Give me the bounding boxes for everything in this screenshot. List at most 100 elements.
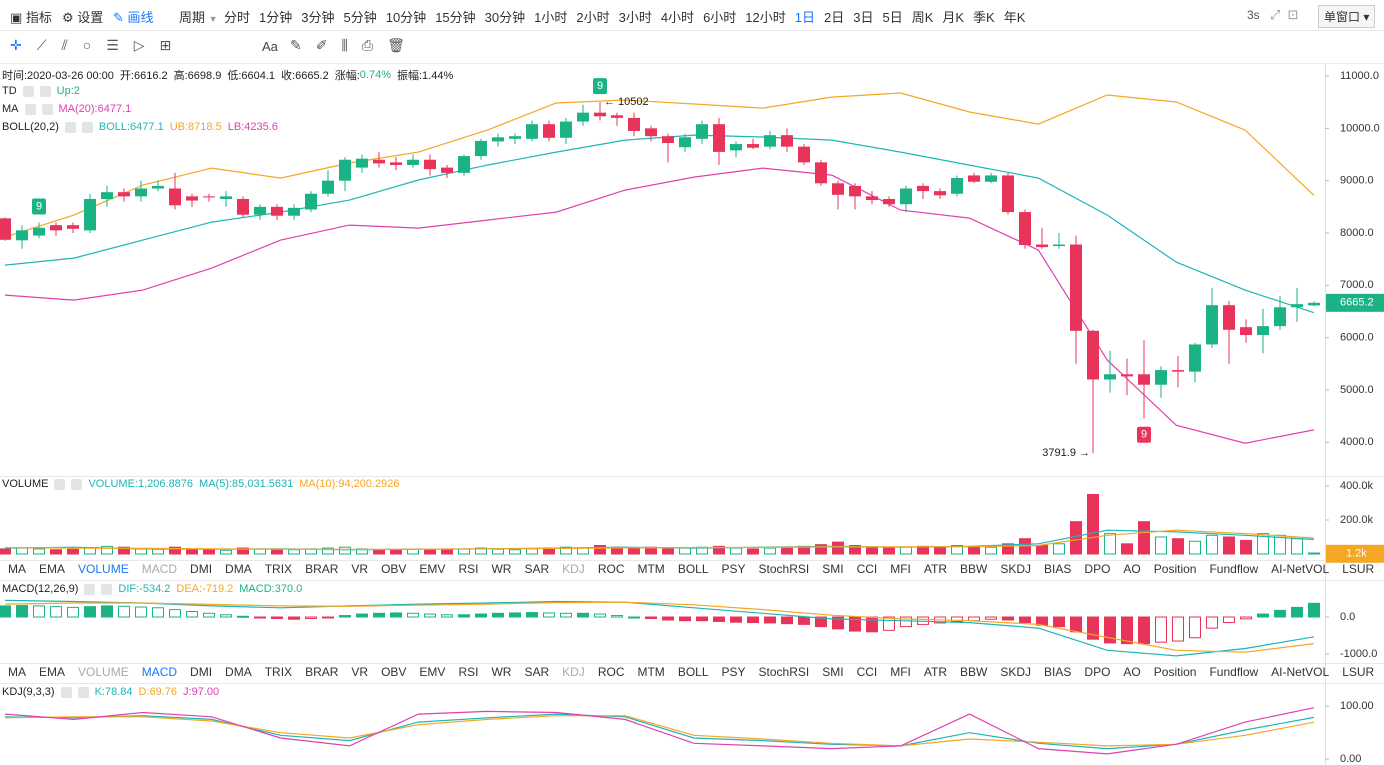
indicator-tab[interactable]: VOLUME [78,665,129,679]
indicator-tab[interactable]: DMA [225,562,252,576]
period[interactable]: 周K [911,10,934,25]
indicator-tab[interactable]: VR [351,665,369,679]
period[interactable]: 5分钟 [343,10,377,25]
indicator-tab[interactable]: KDJ [562,562,585,576]
indicator-tab[interactable]: LSUR [1342,665,1375,679]
period[interactable]: 1日 [794,10,815,25]
icon[interactable] [81,121,93,133]
indicator-tab[interactable]: TRIX [264,562,293,576]
indicator-tab[interactable]: BRAR [305,562,339,576]
period[interactable]: 5日 [882,10,903,25]
indicator-tab[interactable]: AO [1123,665,1141,679]
period[interactable]: 10分钟 [385,10,427,25]
period[interactable]: 2日 [824,10,845,25]
indicator-tab[interactable]: CCI [856,562,878,576]
icon[interactable] [101,583,113,595]
indicator-tab[interactable]: DMI [190,562,213,576]
indicator-tab[interactable]: SKDJ [1000,665,1032,679]
indicator-tab[interactable]: EMA [39,562,66,576]
indicator-tab[interactable]: StochRSI [758,665,810,679]
indicator-tab[interactable]: SAR [524,665,550,679]
icon[interactable] [60,686,72,698]
indicator-tab[interactable]: SKDJ [1000,562,1032,576]
indicator-tab[interactable]: ATR [923,665,948,679]
indicator-tab[interactable]: MACD [141,562,178,576]
indicator-tab[interactable]: SAR [524,562,550,576]
indicator-tab[interactable]: VR [351,562,369,576]
indicator-tab[interactable]: ROC [597,665,625,679]
period[interactable]: 3分钟 [301,10,335,25]
indicator-tab[interactable]: AI-NetVOL [1271,562,1330,576]
indicator-tab[interactable]: BBW [960,665,988,679]
indicator-tab[interactable]: BOLL [677,562,709,576]
indicator-tab[interactable]: PSY [721,562,746,576]
indicator-tab[interactable]: SMI [822,665,844,679]
period[interactable]: 季K [973,10,995,25]
period[interactable]: 6小时 [703,10,737,25]
drawing-icons[interactable]: ✎✐⫼⎙🗑 [290,37,419,53]
indicator-button[interactable]: ▣ 指标 [10,10,52,25]
indicator-tab[interactable]: RSI [458,665,479,679]
indicator-tab[interactable]: Position [1153,665,1197,679]
indicator-tab[interactable]: MTM [637,665,665,679]
window-mode[interactable]: 单窗口 ▾ [1318,5,1376,28]
indicator-tab[interactable]: ROC [597,562,625,576]
period[interactable]: 12小时 [745,10,786,25]
indicator-tab[interactable]: WR [491,665,512,679]
icon[interactable] [71,478,83,490]
period[interactable]: 3小时 [618,10,652,25]
indicator-tab[interactable]: MFI [890,665,911,679]
indicator-tab[interactable]: RSI [458,562,479,576]
indicator-tab[interactable]: MA [8,562,26,576]
indicator-tab[interactable]: AO [1123,562,1141,576]
indicator-tab[interactable]: AI-NetVOL [1271,665,1330,679]
icon[interactable] [84,583,96,595]
indicator-tab[interactable]: DMA [225,665,252,679]
period[interactable]: 2小时 [576,10,610,25]
period[interactable]: 4小时 [660,10,695,25]
indicator-tab[interactable]: Position [1153,562,1197,576]
indicator-tab[interactable]: MACD [141,665,178,679]
indicator-tab[interactable]: Fundflow [1209,562,1259,576]
indicator-tab[interactable]: WR [491,562,512,576]
icon[interactable] [54,478,66,490]
period[interactable]: 1小时 [534,10,568,25]
text-tool[interactable]: Aa [262,39,278,54]
period[interactable]: 30分钟 [484,10,526,25]
settings-button[interactable]: ⚙ 设置 [62,10,104,25]
draw-button[interactable]: ✎ 画线 [113,10,154,25]
indicator-tab[interactable]: MA [8,665,26,679]
indicator-tab[interactable]: EMA [39,665,66,679]
indicator-tab[interactable]: BIAS [1044,562,1072,576]
period[interactable]: 1分钟 [259,10,293,25]
indicator-tab[interactable]: Fundflow [1209,665,1259,679]
indicator-tab[interactable]: BIAS [1044,665,1072,679]
indicator-tab[interactable]: TRIX [264,665,293,679]
icon[interactable] [64,121,76,133]
indicator-tab[interactable]: StochRSI [758,562,810,576]
icon[interactable] [77,686,89,698]
indicator-tab[interactable]: DPO [1084,665,1111,679]
indicator-tab[interactable]: EMV [419,665,446,679]
indicator-tab[interactable]: OBV [381,665,407,679]
period-dropdown[interactable]: 周期 ▼ [179,10,218,25]
indicator-tab[interactable]: BOLL [677,665,709,679]
indicator-tab[interactable]: CCI [856,665,878,679]
refresh-interval[interactable]: 3s [1247,8,1260,22]
period[interactable]: 月K [942,10,965,25]
indicator-tab[interactable]: MFI [890,562,911,576]
indicator-tab[interactable]: DPO [1084,562,1111,576]
icon[interactable] [24,103,36,115]
drawing-icons[interactable]: ✛⟋⫽○☰▷⊞ [10,37,187,53]
indicator-tab[interactable]: MTM [637,562,665,576]
period[interactable]: 年K [1003,10,1026,25]
indicator-tab[interactable]: OBV [381,562,407,576]
icon[interactable] [22,85,34,97]
period[interactable]: 3日 [853,10,874,25]
indicator-tab[interactable]: KDJ [562,665,585,679]
icon[interactable] [41,103,53,115]
indicator-tab[interactable]: BBW [960,562,988,576]
indicator-tab[interactable]: DMI [190,665,213,679]
indicator-tab[interactable]: ATR [923,562,948,576]
indicator-tab[interactable]: EMV [419,562,446,576]
